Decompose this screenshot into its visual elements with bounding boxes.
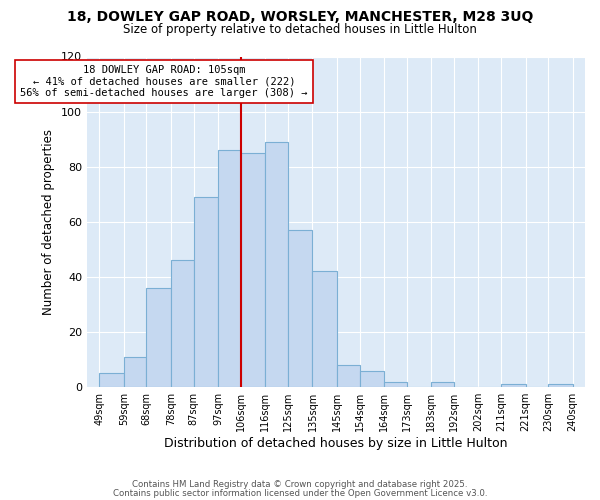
- Bar: [218, 150, 241, 387]
- Text: 18 DOWLEY GAP ROAD: 105sqm
← 41% of detached houses are smaller (222)
56% of sem: 18 DOWLEY GAP ROAD: 105sqm ← 41% of deta…: [20, 65, 308, 98]
- Text: 18, DOWLEY GAP ROAD, WORSLEY, MANCHESTER, M28 3UQ: 18, DOWLEY GAP ROAD, WORSLEY, MANCHESTER…: [67, 10, 533, 24]
- Bar: [124, 357, 146, 387]
- Bar: [171, 260, 194, 387]
- Bar: [265, 142, 288, 387]
- Bar: [146, 288, 171, 387]
- Text: Contains HM Land Registry data © Crown copyright and database right 2025.: Contains HM Land Registry data © Crown c…: [132, 480, 468, 489]
- Bar: [548, 384, 572, 387]
- Text: Contains public sector information licensed under the Open Government Licence v3: Contains public sector information licen…: [113, 490, 487, 498]
- Bar: [288, 230, 313, 387]
- Text: Size of property relative to detached houses in Little Hulton: Size of property relative to detached ho…: [123, 22, 477, 36]
- Bar: [359, 370, 385, 387]
- X-axis label: Distribution of detached houses by size in Little Hulton: Distribution of detached houses by size …: [164, 437, 508, 450]
- Bar: [194, 197, 218, 387]
- Bar: [337, 365, 359, 387]
- Bar: [385, 382, 407, 387]
- Bar: [501, 384, 526, 387]
- Y-axis label: Number of detached properties: Number of detached properties: [43, 129, 55, 315]
- Bar: [431, 382, 454, 387]
- Bar: [313, 272, 337, 387]
- Bar: [241, 153, 265, 387]
- Bar: [100, 374, 124, 387]
